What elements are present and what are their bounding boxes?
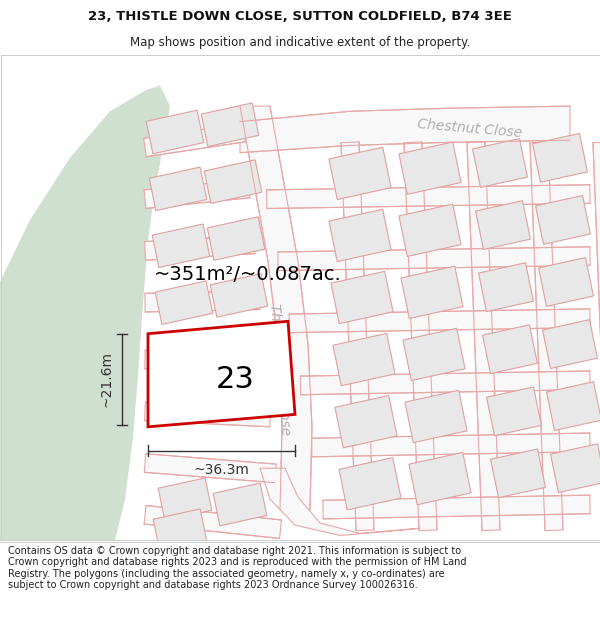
Polygon shape [399,142,461,194]
Polygon shape [210,274,268,318]
Polygon shape [201,103,259,146]
Polygon shape [158,478,212,521]
Polygon shape [401,266,463,319]
Polygon shape [240,106,312,509]
Polygon shape [204,160,262,203]
Text: Chestnut Close: Chestnut Close [417,118,523,141]
Polygon shape [145,402,271,427]
Polygon shape [331,271,393,324]
Text: 23, THISTLE DOWN CLOSE, SUTTON COLDFIELD, B74 3EE: 23, THISTLE DOWN CLOSE, SUTTON COLDFIELD… [88,10,512,22]
Polygon shape [260,468,420,536]
Polygon shape [149,167,207,211]
Text: Thistle Down Close: Thistle Down Close [267,304,293,436]
Polygon shape [278,247,590,271]
Polygon shape [473,139,527,188]
Polygon shape [482,325,538,374]
Polygon shape [153,509,207,552]
Polygon shape [145,454,276,482]
Polygon shape [0,86,170,561]
Polygon shape [144,179,250,209]
Text: ~21.6m: ~21.6m [100,351,114,408]
Text: 23: 23 [215,365,254,394]
Polygon shape [311,433,590,457]
Polygon shape [266,185,590,209]
Polygon shape [289,309,590,332]
Text: ~351m²/~0.087ac.: ~351m²/~0.087ac. [154,265,342,284]
Polygon shape [533,134,587,182]
Polygon shape [207,217,265,261]
Polygon shape [476,201,530,249]
Text: Contains OS data © Crown copyright and database right 2021. This information is : Contains OS data © Crown copyright and d… [8,546,467,591]
Polygon shape [405,391,467,442]
Polygon shape [240,106,570,152]
Polygon shape [323,495,590,519]
Polygon shape [152,224,210,268]
Polygon shape [333,333,395,386]
Polygon shape [339,458,401,510]
Polygon shape [145,350,265,371]
Polygon shape [593,142,600,531]
Polygon shape [491,449,545,498]
Polygon shape [145,291,260,312]
Polygon shape [547,382,600,431]
Polygon shape [155,281,213,324]
Polygon shape [329,148,391,199]
Text: Map shows position and indicative extent of the property.: Map shows position and indicative extent… [130,36,470,49]
Polygon shape [403,328,465,381]
Polygon shape [144,506,281,539]
Polygon shape [146,110,204,154]
Polygon shape [542,319,598,369]
Polygon shape [404,142,437,531]
Polygon shape [487,387,541,436]
Polygon shape [148,321,295,427]
Polygon shape [144,123,245,157]
Polygon shape [479,262,533,311]
Text: ~36.3m: ~36.3m [194,463,250,477]
Polygon shape [467,142,500,531]
Polygon shape [536,196,590,244]
Polygon shape [329,209,391,262]
Polygon shape [335,396,397,448]
Polygon shape [551,444,600,493]
Polygon shape [409,452,471,505]
Polygon shape [341,142,374,531]
Polygon shape [301,371,590,395]
Polygon shape [539,258,593,306]
Polygon shape [213,483,267,526]
Polygon shape [145,235,255,260]
Polygon shape [530,142,563,531]
Polygon shape [399,204,461,256]
